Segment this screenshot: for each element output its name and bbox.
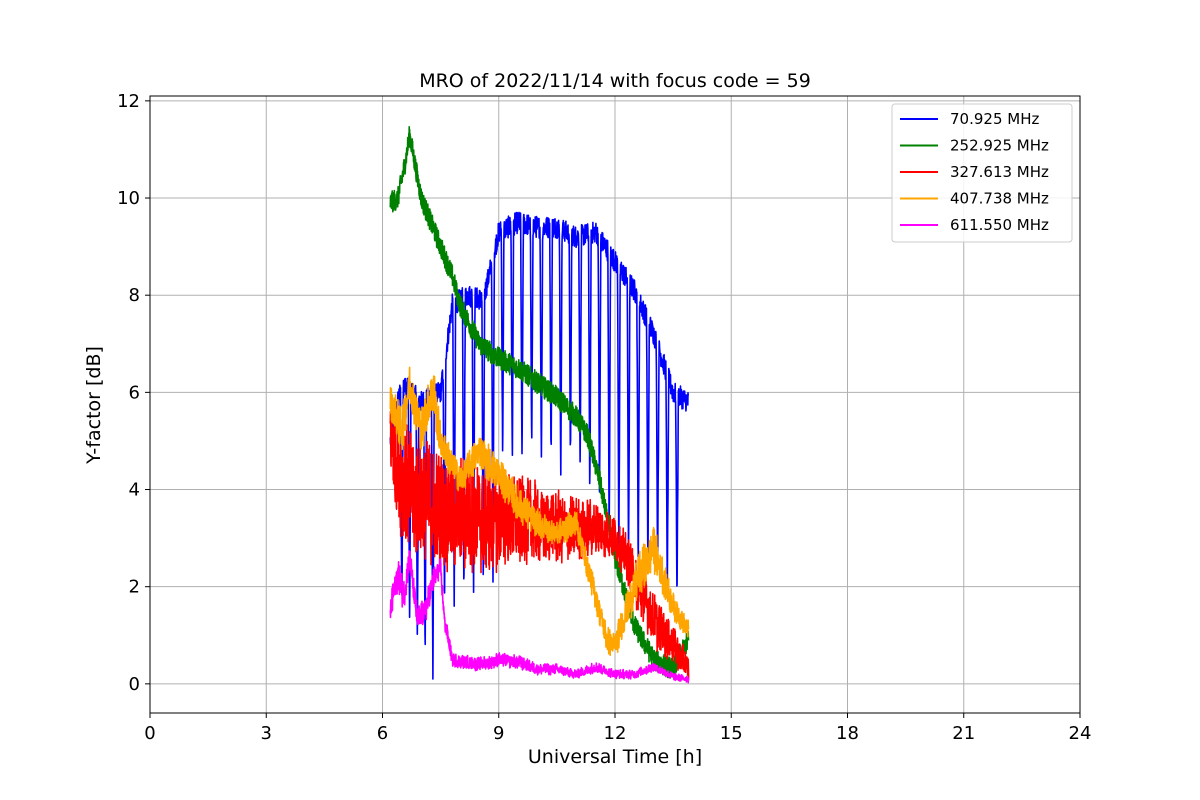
y-tick-label: 12 bbox=[117, 91, 140, 112]
y-tick-label: 2 bbox=[129, 577, 140, 598]
x-tick-label: 3 bbox=[261, 723, 272, 744]
series-group bbox=[389, 126, 690, 684]
y-tick-label: 4 bbox=[129, 480, 140, 501]
legend: 70.925 MHz 252.925 MHz 327.613 MHz 407.738 … bbox=[891, 103, 1073, 243]
x-tick-label: 18 bbox=[836, 723, 859, 744]
y-axis-label: Y-factor [dB] bbox=[83, 346, 105, 465]
x-tick-label: 6 bbox=[377, 723, 388, 744]
series-611-550-mhz bbox=[389, 550, 690, 684]
x-tick-label: 9 bbox=[493, 723, 504, 744]
y-tick-label: 8 bbox=[129, 285, 140, 306]
legend-box bbox=[891, 103, 1073, 243]
legend-label: 252.925 MHz bbox=[950, 137, 1049, 155]
chart-title: MRO of 2022/11/14 with focus code = 59 bbox=[419, 70, 811, 92]
y-tick-label: 0 bbox=[129, 674, 140, 695]
x-tick-label: 0 bbox=[144, 723, 155, 744]
x-tick-label: 12 bbox=[604, 723, 627, 744]
series-407-738-mhz bbox=[389, 366, 690, 657]
x-tick-label: 15 bbox=[720, 723, 743, 744]
series-252-925-mhz bbox=[389, 126, 690, 680]
legend-label: 70.925 MHz bbox=[950, 110, 1039, 128]
y-tick-label: 6 bbox=[129, 382, 140, 403]
y-tick-label: 10 bbox=[117, 188, 140, 209]
legend-label: 611.550 MHz bbox=[950, 216, 1049, 234]
series-70-925-mhz bbox=[389, 211, 690, 680]
x-tick-label: 21 bbox=[952, 723, 975, 744]
legend-label: 407.738 MHz bbox=[950, 190, 1049, 208]
legend-label: 327.613 MHz bbox=[950, 163, 1049, 181]
x-axis-label: Universal Time [h] bbox=[528, 746, 702, 768]
x-tick-label: 24 bbox=[1069, 723, 1092, 744]
